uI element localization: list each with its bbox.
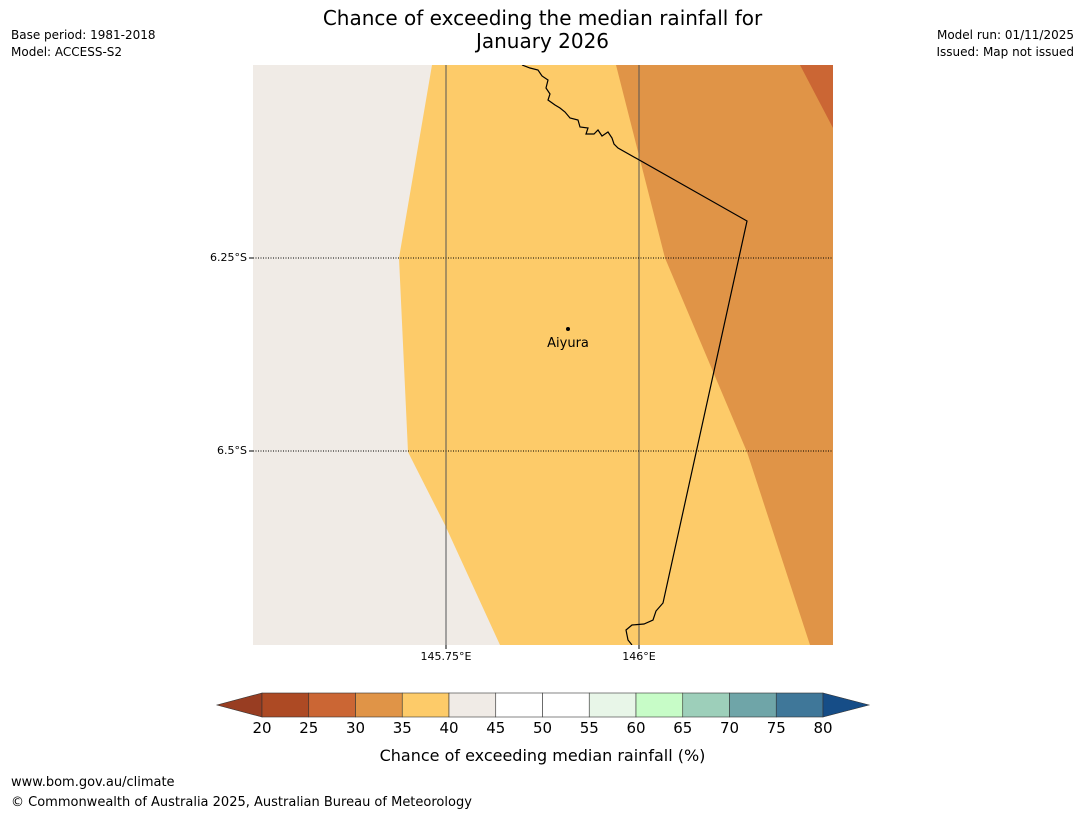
lon-label-145-75: 145.75°E bbox=[420, 650, 472, 663]
colorbar-swatch-25-30 bbox=[308, 692, 356, 718]
region-30-35 bbox=[616, 65, 833, 645]
colorbar-tick-20: 20 bbox=[252, 719, 272, 737]
lon-label-146: 146°E bbox=[622, 650, 656, 663]
colorbar-swatch-70-75 bbox=[729, 692, 777, 718]
lat-label-6-5: 6.5°S bbox=[217, 444, 247, 457]
colorbar-tick-75: 75 bbox=[766, 719, 786, 737]
colorbar-tick-40: 40 bbox=[439, 719, 459, 737]
colorbar-swatch-35-40 bbox=[401, 692, 450, 718]
province-border bbox=[521, 65, 748, 645]
map-title: Chance of exceeding the median rainfall … bbox=[0, 7, 1085, 53]
map-title-line2: January 2026 bbox=[475, 29, 610, 53]
meta-left: Base period: 1981-2018 Model: ACCESS-S2 bbox=[11, 27, 156, 61]
colorbar-tick-55: 55 bbox=[579, 719, 599, 737]
colorbar-extend-low bbox=[215, 692, 263, 718]
colorbar-swatch-75-80 bbox=[775, 692, 824, 718]
colorbar-label: Chance of exceeding median rainfall (%) bbox=[379, 746, 706, 765]
model-run-text: Model run: 01/11/2025 bbox=[936, 28, 1074, 42]
meta-right: Model run: 01/11/2025 Issued: Map not is… bbox=[936, 27, 1074, 61]
footer-url[interactable]: www.bom.gov.au/climate bbox=[11, 775, 175, 790]
colorbar-tick-45: 45 bbox=[486, 719, 506, 737]
colorbar-tick-70: 70 bbox=[719, 719, 740, 737]
map-title-line1: Chance of exceeding the median rainfall … bbox=[322, 6, 763, 30]
colorbar-tick-30: 30 bbox=[345, 719, 366, 737]
colorbar-tick-65: 65 bbox=[673, 719, 693, 737]
colorbar-swatch-50-55 bbox=[542, 692, 590, 718]
colorbar-tick-60: 60 bbox=[626, 719, 646, 737]
colorbar-tick-80: 80 bbox=[813, 719, 833, 737]
colorbar-swatch-30-35 bbox=[355, 692, 403, 718]
lat-label-6-25: 6.25°S bbox=[210, 251, 247, 264]
colorbar-tick-50: 50 bbox=[532, 719, 553, 737]
colorbar-tick-25: 25 bbox=[299, 719, 319, 737]
colorbar-tick-35: 35 bbox=[392, 719, 412, 737]
region-25-30 bbox=[800, 65, 833, 128]
colorbar-swatch-20-25 bbox=[261, 692, 310, 718]
colorbar-swatch-40-45 bbox=[448, 692, 497, 718]
aiyura-marker bbox=[566, 327, 570, 331]
colorbar-swatch-45-50 bbox=[495, 692, 543, 718]
colorbar-swatch-60-65 bbox=[635, 692, 684, 718]
issued-text: Issued: Map not issued bbox=[936, 45, 1074, 59]
footer-copyright: © Commonwealth of Australia 2025, Austra… bbox=[11, 795, 472, 810]
colorbar-swatch-55-60 bbox=[588, 692, 637, 718]
base-period-text: Base period: 1981-2018 bbox=[11, 28, 156, 42]
place-label-aiyura: Aiyura bbox=[547, 336, 589, 351]
colorbar bbox=[215, 692, 871, 718]
model-text: Model: ACCESS-S2 bbox=[11, 45, 123, 59]
colorbar-swatch-65-70 bbox=[682, 692, 730, 718]
colorbar-extend-high bbox=[822, 692, 871, 718]
